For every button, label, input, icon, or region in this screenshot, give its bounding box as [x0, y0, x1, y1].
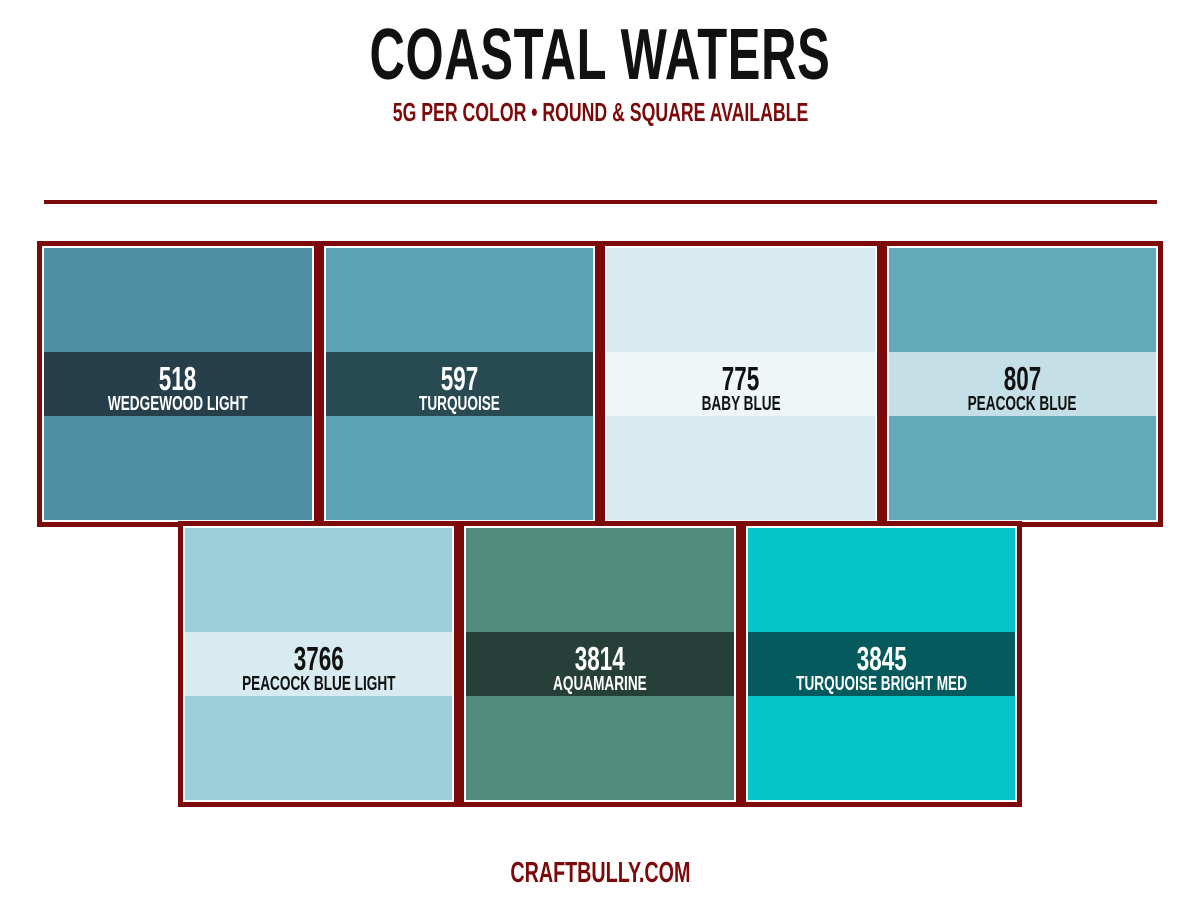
- swatch-band: 775 BABY BLUE: [607, 352, 875, 416]
- swatch-border: 775 BABY BLUE: [605, 246, 877, 522]
- name-box: PEACOCK BLUE LIGHT: [185, 674, 453, 694]
- swatch-border: 807 PEACOCK BLUE: [886, 246, 1158, 522]
- name-box: WEDGEWOOD LIGHT: [44, 394, 312, 414]
- swatch-code: 518: [159, 360, 197, 397]
- swatch-band: 3814 AQUAMARINE: [466, 632, 734, 696]
- code-box: 3814: [466, 642, 734, 676]
- swatch-name: TURQUOISE: [418, 393, 500, 415]
- footer-link[interactable]: CRAFTBULLY.COM: [509, 857, 691, 889]
- swatch-border: 3766 PEACOCK BLUE LIGHT: [182, 526, 455, 802]
- swatch: 3814 AQUAMARINE: [466, 528, 734, 800]
- swatch-name: WEDGEWOOD LIGHT: [107, 393, 248, 415]
- title: COASTAL WATERS: [369, 15, 831, 95]
- swatch-border: 518 WEDGEWOOD LIGHT: [42, 246, 314, 522]
- swatch: 597 TURQUOISE: [325, 248, 594, 520]
- name-box: AQUAMARINE: [466, 674, 734, 694]
- divider: [44, 200, 1157, 204]
- swatch-name: PEACOCK BLUE: [967, 393, 1077, 415]
- swatch-band: 3845 TURQUOISE BRIGHT MED: [747, 632, 1016, 696]
- swatch-code: 775: [722, 360, 760, 397]
- subtitle-box: 5G PER COLOR • ROUND & SQUARE AVAILABLE: [0, 97, 1200, 128]
- swatch-band: 597 TURQUOISE: [325, 352, 594, 416]
- swatch-band: 518 WEDGEWOOD LIGHT: [44, 352, 312, 416]
- code-box: 3766: [185, 642, 453, 676]
- swatch: 3766 PEACOCK BLUE LIGHT: [184, 528, 453, 800]
- swatch: 807 PEACOCK BLUE: [888, 248, 1157, 520]
- swatch: 3845 TURQUOISE BRIGHT MED: [747, 528, 1016, 800]
- swatch-band: 807 PEACOCK BLUE: [888, 352, 1157, 416]
- name-box: BABY BLUE: [607, 394, 875, 414]
- footer-box: CRAFTBULLY.COM: [0, 857, 1200, 890]
- swatch-name: TURQUOISE BRIGHT MED: [796, 673, 967, 695]
- swatch-frame: 3814 AQUAMARINE: [459, 521, 741, 807]
- name-box: TURQUOISE: [326, 394, 594, 414]
- code-box: 807: [889, 362, 1157, 396]
- swatch-code: 807: [1003, 360, 1041, 397]
- swatch-border: 3814 AQUAMARINE: [464, 526, 736, 802]
- swatch-border: 597 TURQUOISE: [323, 246, 595, 522]
- swatch-band: 3766 PEACOCK BLUE LIGHT: [184, 632, 453, 696]
- swatch-border: 3845 TURQUOISE BRIGHT MED: [745, 526, 1018, 802]
- swatch: 518 WEDGEWOOD LIGHT: [44, 248, 312, 520]
- swatch-frame: 3845 TURQUOISE BRIGHT MED: [740, 521, 1023, 807]
- swatch-code: 597: [440, 360, 478, 397]
- swatch: 775 BABY BLUE: [607, 248, 875, 520]
- swatch-frame: 597 TURQUOISE: [318, 241, 600, 527]
- name-box: TURQUOISE BRIGHT MED: [748, 674, 1016, 694]
- subtitle: 5G PER COLOR • ROUND & SQUARE AVAILABLE: [392, 97, 808, 127]
- swatch-frame: 807 PEACOCK BLUE: [881, 241, 1163, 527]
- swatch-code: 3845: [856, 640, 907, 677]
- code-box: 518: [44, 362, 312, 396]
- swatch-name: PEACOCK BLUE LIGHT: [241, 673, 396, 695]
- swatch-name: BABY BLUE: [701, 393, 781, 415]
- swatch-code: 3766: [293, 640, 344, 677]
- swatch-name: AQUAMARINE: [553, 673, 647, 695]
- swatch-code: 3814: [575, 640, 625, 677]
- code-box: 3845: [748, 642, 1016, 676]
- code-box: 597: [326, 362, 594, 396]
- swatch-frame: 775 BABY BLUE: [600, 241, 882, 527]
- swatch-frame: 3766 PEACOCK BLUE LIGHT: [177, 521, 460, 807]
- swatch-frame: 518 WEDGEWOOD LIGHT: [37, 241, 319, 527]
- code-box: 775: [607, 362, 875, 396]
- name-box: PEACOCK BLUE: [889, 394, 1157, 414]
- title-box: COASTAL WATERS: [0, 14, 1200, 96]
